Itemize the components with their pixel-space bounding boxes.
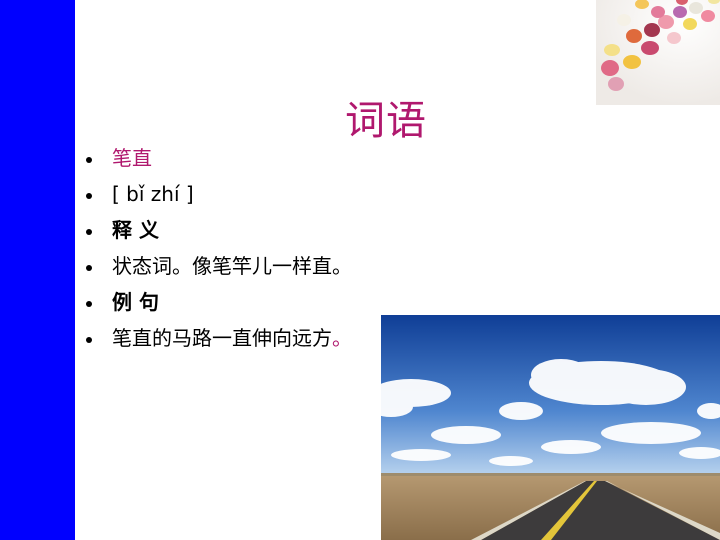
example-period: 。: [332, 326, 352, 350]
slide-title: 词语: [345, 98, 427, 144]
bullet-dot: [86, 337, 92, 343]
bullet-dot: [86, 193, 92, 199]
left-blue-bar: [0, 0, 75, 540]
example-sentence-text: 笔直的马路一直伸向远方: [112, 326, 332, 350]
definition-label: 释 义: [112, 218, 159, 242]
example-sentence: 笔直的马路一直伸向远方。: [112, 324, 352, 352]
definition-text: 状态词。像笔竿儿一样直。: [112, 254, 352, 278]
bullet-dot: [86, 157, 92, 163]
pinyin: [ bǐ zhí ]: [112, 182, 194, 206]
candy-beans-photo: [596, 0, 720, 105]
bullet-dot: [86, 301, 92, 307]
bullet-dot: [86, 265, 92, 271]
road-sky-photo: [381, 315, 720, 540]
example-label: 例 句: [112, 290, 159, 314]
word-heading: 笔直: [112, 146, 152, 170]
bullet-dot: [86, 229, 92, 235]
